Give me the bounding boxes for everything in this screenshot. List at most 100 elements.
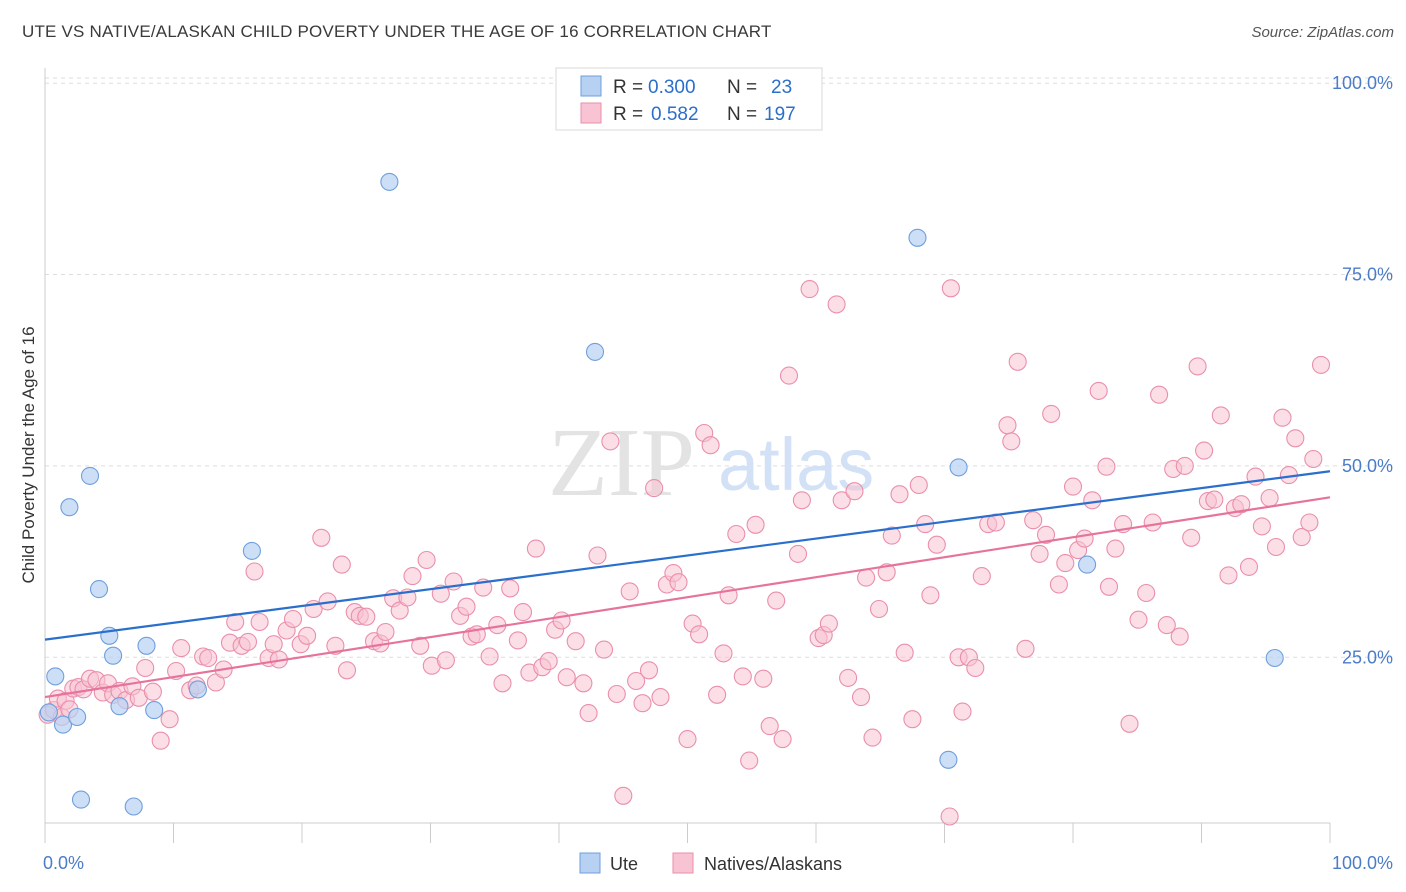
ute-point [60, 498, 79, 517]
ute-point [585, 342, 605, 361]
native-point [566, 632, 585, 651]
chart-title: UTE VS NATIVE/ALASKAN CHILD POVERTY UNDE… [22, 22, 772, 41]
native-point [501, 579, 520, 598]
native-point [332, 555, 351, 574]
x-tick-label: 100.0% [1332, 853, 1393, 873]
native-point [851, 688, 871, 707]
native-point [792, 491, 811, 510]
native-point [337, 661, 357, 680]
native-point [857, 568, 876, 587]
native-point [1097, 457, 1116, 476]
x-tick-label: 0.0% [43, 853, 84, 873]
native-point [1232, 495, 1251, 514]
native-point [1063, 477, 1083, 496]
y-axis-label: Child Poverty Under the Age of 16 [19, 326, 38, 583]
ute-point [1265, 648, 1284, 668]
x-tick-labels: 0.0% 100.0% [43, 853, 1393, 873]
native-point [1260, 488, 1279, 508]
ute-point [39, 703, 58, 722]
y-tick-label: 100.0% [1332, 73, 1393, 93]
native-point [1008, 352, 1027, 371]
native-point [1036, 525, 1056, 544]
y-tick-label: 25.0% [1342, 647, 1393, 667]
native-point [1120, 714, 1139, 733]
native-point [779, 366, 799, 385]
ute-point [188, 680, 207, 699]
native-point [1311, 355, 1331, 374]
native-point [639, 661, 659, 680]
native-point [1002, 432, 1021, 451]
native-point [1175, 456, 1194, 475]
native-point [539, 652, 558, 671]
native-point [651, 688, 670, 707]
native-point [1273, 408, 1292, 427]
native-point [151, 731, 170, 750]
native-points [38, 279, 1331, 826]
ute-point [89, 580, 109, 599]
native-point [708, 685, 727, 704]
native-point [326, 636, 345, 655]
native-point [136, 658, 155, 678]
legend: R = 0.300 N = 23 R = 0.582 N = 197 [555, 67, 823, 131]
native-point [714, 644, 733, 663]
native-point [895, 643, 914, 662]
legend-ute-n-label: N = [727, 77, 757, 98]
native-point [579, 704, 598, 723]
native-point [357, 607, 376, 626]
native-point [1170, 627, 1189, 646]
bottom-legend-ute-swatch [579, 852, 601, 874]
native-point [633, 694, 652, 713]
native-point [827, 295, 846, 314]
trend-lines [44, 470, 1331, 699]
ute-point [380, 172, 399, 191]
ute-point [104, 646, 123, 665]
ute-point [145, 701, 164, 720]
native-point [1106, 539, 1125, 558]
native-point [627, 671, 646, 691]
axes [44, 68, 1331, 843]
native-point [869, 599, 889, 619]
native-point [298, 626, 317, 645]
y-tick-label: 50.0% [1342, 456, 1393, 476]
native-point [614, 786, 633, 805]
native-point [417, 550, 436, 570]
native-point [1266, 537, 1286, 557]
native-point [1083, 491, 1102, 510]
legend-native-r-value: 0.582 [651, 104, 699, 125]
native-point [594, 640, 614, 659]
native-point [1143, 513, 1162, 532]
native-point [832, 491, 851, 510]
ute-point [137, 636, 156, 655]
native-point [754, 669, 773, 688]
ute-point [110, 697, 129, 716]
native-point [701, 436, 720, 455]
native-point [557, 668, 576, 687]
ute-point [68, 707, 87, 727]
native-point [1300, 513, 1319, 532]
native-point [1239, 557, 1259, 576]
ute-point [46, 667, 65, 686]
native-point [1049, 575, 1068, 594]
legend-ute-r-value: 0.300 [648, 77, 696, 98]
native-point [1252, 517, 1271, 536]
native-point [238, 632, 258, 651]
native-point [574, 674, 593, 693]
watermark-zip: ZIP [548, 409, 695, 517]
ute-points [39, 172, 1284, 816]
native-point [819, 614, 838, 633]
native-point [921, 586, 940, 605]
native-point [839, 668, 858, 687]
native-point [678, 730, 697, 749]
native-point [411, 636, 430, 655]
native-point [1205, 490, 1224, 509]
native-point [727, 524, 746, 544]
native-point [493, 674, 512, 693]
native-point [431, 584, 450, 603]
legend-ute-n-value: 23 [771, 77, 792, 98]
native-point [480, 647, 499, 666]
native-point [863, 728, 882, 747]
native-point [941, 279, 960, 298]
ute-point [949, 458, 968, 477]
native-point [1219, 566, 1238, 585]
